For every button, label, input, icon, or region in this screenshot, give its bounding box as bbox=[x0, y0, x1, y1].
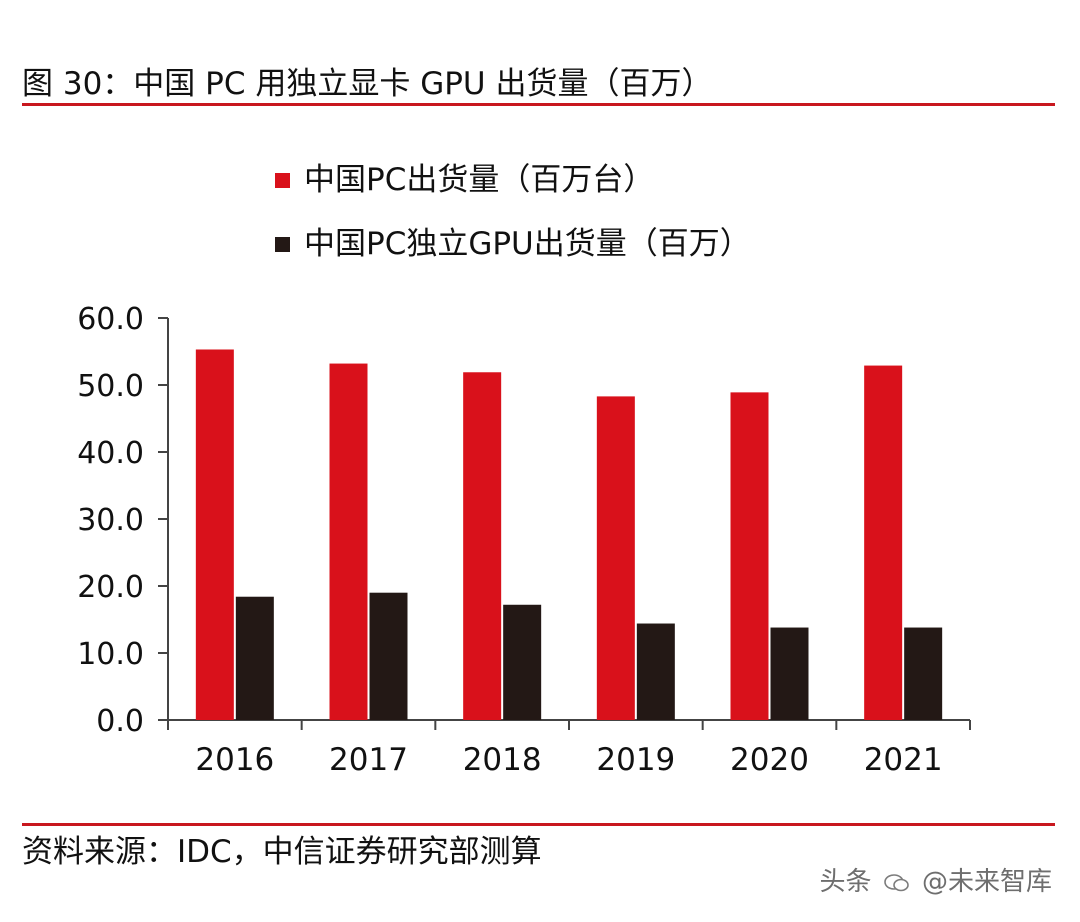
bar-pc-shipments bbox=[463, 372, 502, 720]
legend-label-gpu-shipments: 中国PC独立GPU出货量（百万） bbox=[304, 226, 751, 262]
bar-gpu-shipments bbox=[636, 623, 675, 720]
source-rule bbox=[22, 823, 1055, 826]
x-tick-label: 2018 bbox=[463, 742, 542, 778]
bar-pc-shipments bbox=[730, 392, 769, 720]
y-tick-label: 30.0 bbox=[77, 503, 144, 538]
y-tick-label: 20.0 bbox=[77, 570, 144, 605]
legend-label-pc-shipments: 中国PC出货量（百万台） bbox=[304, 162, 655, 198]
bar-pc-shipments bbox=[864, 365, 903, 720]
x-tick-label: 2020 bbox=[730, 742, 809, 778]
bar-gpu-shipments bbox=[904, 627, 943, 720]
y-tick-label: 10.0 bbox=[77, 637, 144, 672]
legend-swatch-red bbox=[275, 172, 290, 188]
legend-swatch-dark bbox=[275, 236, 290, 252]
bar-pc-shipments bbox=[195, 349, 234, 720]
chart-title: 图 30：中国 PC 用独立显卡 GPU 出货量（百万） bbox=[22, 66, 713, 102]
x-tick-label: 2019 bbox=[596, 742, 675, 778]
bar-pc-shipments bbox=[329, 363, 368, 720]
bar-gpu-shipments bbox=[503, 604, 542, 720]
x-tick-label: 2017 bbox=[329, 742, 408, 778]
source-note: 资料来源：IDC，中信证券研究部测算 bbox=[22, 834, 542, 870]
legend: 中国PC出货量（百万台） 中国PC独立GPU出货量（百万） bbox=[275, 160, 751, 288]
bar-gpu-shipments bbox=[369, 592, 408, 720]
bar-gpu-shipments bbox=[770, 627, 809, 720]
bar-gpu-shipments bbox=[235, 596, 274, 720]
y-tick-label: 0.0 bbox=[96, 704, 144, 739]
y-tick-label: 60.0 bbox=[77, 302, 144, 337]
watermark: 头条 @未来智库 bbox=[819, 861, 1052, 898]
legend-item-pc-shipments: 中国PC出货量（百万台） bbox=[275, 160, 751, 200]
x-tick-label: 2021 bbox=[864, 742, 943, 778]
legend-item-gpu-shipments: 中国PC独立GPU出货量（百万） bbox=[275, 224, 751, 264]
watermark-handle: @未来智库 bbox=[921, 867, 1052, 897]
y-tick-label: 50.0 bbox=[77, 369, 144, 404]
x-tick-label: 2016 bbox=[195, 742, 274, 778]
bar-pc-shipments bbox=[596, 396, 635, 720]
watermark-platform: 头条 bbox=[819, 867, 872, 897]
y-tick-label: 40.0 bbox=[77, 436, 144, 471]
title-rule bbox=[22, 103, 1055, 106]
wechat-icon bbox=[883, 873, 909, 891]
bar-chart: 0.0 10.0 20.0 30.0 40.0 50.0 60.0 2016 2017 2018 2… bbox=[77, 302, 971, 778]
